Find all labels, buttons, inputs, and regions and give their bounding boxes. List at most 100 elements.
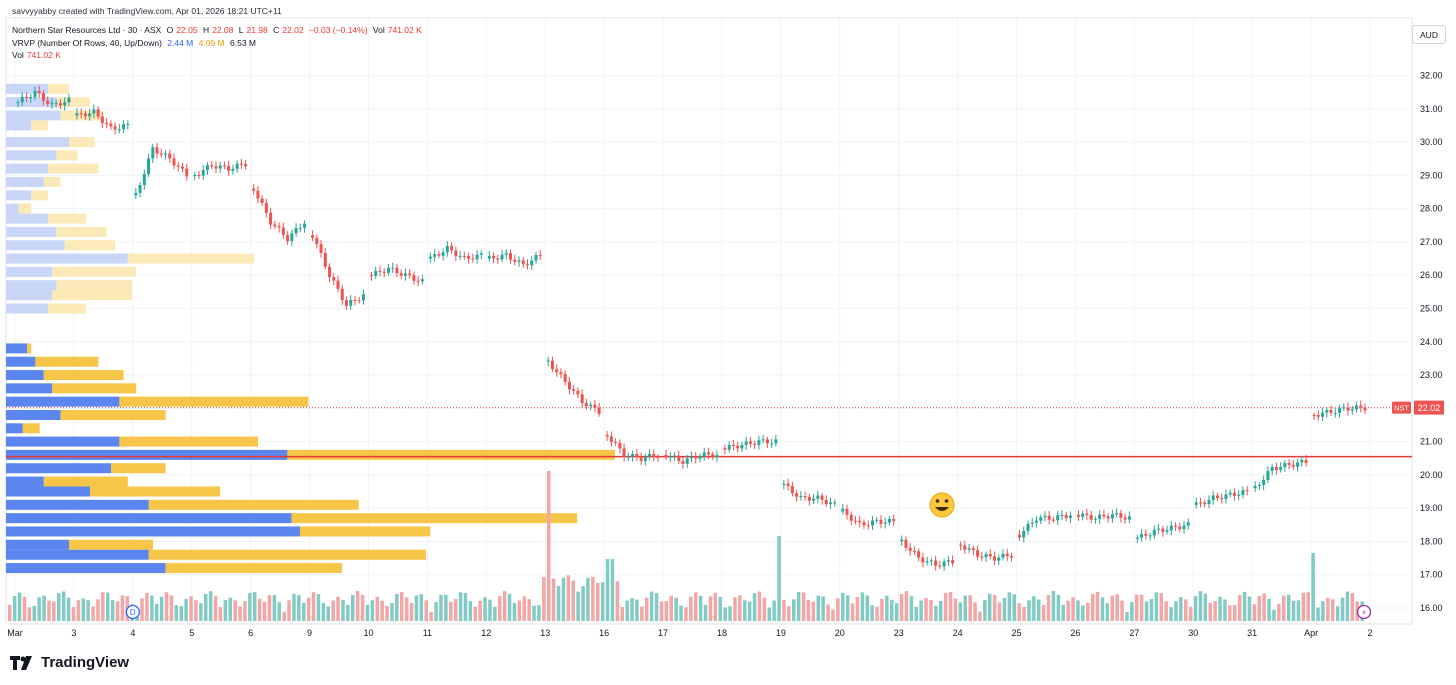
volume-bar (424, 600, 428, 621)
volume-bar (434, 602, 438, 621)
candle-body (912, 550, 916, 552)
volume-bar (326, 606, 330, 621)
candle-body (1257, 484, 1261, 486)
candle-body (765, 439, 769, 444)
y-tick-label: 16.00 (1420, 603, 1443, 613)
candle-body (685, 458, 689, 464)
candle-body (416, 280, 420, 282)
volume-bar (204, 593, 208, 621)
candle-body (420, 279, 424, 282)
candle-body (1018, 534, 1022, 538)
candle-body (967, 548, 971, 550)
candle-body (963, 545, 967, 550)
candle-body (921, 557, 925, 563)
candle-body (374, 270, 378, 276)
emoji-mouth (935, 507, 949, 511)
vp-down-bar (48, 303, 86, 314)
volume-bar (1125, 612, 1129, 621)
volume-bar (654, 593, 659, 621)
vp-down-bar (31, 120, 48, 131)
vrvp-legend: VRVP (Number Of Rows, 40, Up/Down) 2.44 … (12, 38, 257, 48)
vp-down-bar (90, 486, 221, 497)
x-tick-label: 12 (481, 628, 491, 638)
candle-body (122, 124, 126, 130)
volume-bar (777, 536, 781, 621)
earnings-marker-circle (1356, 604, 1372, 620)
volume-bar (953, 598, 958, 621)
volume-bar (963, 595, 967, 621)
volume-bar (610, 559, 615, 621)
volume-bar (870, 605, 874, 621)
candle-body (386, 267, 390, 273)
vp-up-bar (6, 409, 61, 420)
emoji-annotation (929, 492, 955, 518)
volume-bar (223, 600, 228, 621)
candle-body (702, 452, 706, 457)
vp-down-bar (56, 150, 78, 161)
candle-body (858, 520, 862, 523)
volume-bar (1252, 604, 1257, 621)
volume-bar (939, 601, 943, 621)
candle-body (1296, 462, 1300, 467)
tradingview-logo[interactable]: TradingView (10, 654, 129, 671)
volume-bar (674, 597, 678, 621)
candle-body (1279, 467, 1283, 470)
volume-bar (909, 596, 914, 621)
volume-bar (551, 578, 556, 621)
volume-bar (1277, 603, 1281, 621)
candle-body (336, 280, 340, 289)
candle-body (1287, 463, 1291, 466)
candle-body (580, 394, 584, 404)
volume-bar (390, 603, 394, 621)
volume-bar (488, 599, 492, 621)
candle-body (1005, 553, 1009, 556)
candle-body (294, 228, 298, 234)
volume-bar (1110, 595, 1114, 621)
candle-body (408, 273, 412, 276)
volume-bar (208, 591, 213, 621)
candle-body (900, 539, 904, 542)
candle-body (273, 224, 277, 227)
volume-bar (988, 593, 992, 621)
volume-bar (689, 596, 693, 621)
volume-bar (96, 599, 100, 621)
volume-bar (983, 600, 987, 621)
vp-up-bar (6, 137, 69, 148)
candle-body (770, 443, 774, 445)
emoji-eye (944, 499, 949, 503)
volume-bar (1115, 594, 1119, 621)
candle-body (879, 519, 883, 524)
volume-bar (997, 602, 1002, 621)
volume-bar (1061, 604, 1065, 621)
candle-body (205, 165, 209, 171)
x-tick-label: 20 (835, 628, 845, 638)
volume-bar (395, 593, 399, 621)
volume-bar (81, 598, 85, 621)
volume-bar (91, 606, 95, 621)
candle-body (866, 525, 870, 527)
volume-bar (429, 611, 433, 621)
candle-body (496, 258, 500, 260)
candle-body (75, 113, 79, 116)
candle-body (1283, 463, 1287, 468)
candle-body (147, 158, 151, 175)
volume-bar (664, 601, 669, 621)
volume-bar (1017, 603, 1021, 621)
session-candles (487, 249, 542, 271)
chart-credit: savvyyabby created with TradingView.com,… (12, 6, 282, 16)
candle-body (538, 255, 542, 257)
candle-body (1194, 502, 1198, 505)
vp-down-bar (52, 383, 137, 394)
currency-button[interactable]: AUD (1412, 25, 1446, 44)
candle-body (395, 267, 399, 274)
candle-body (37, 90, 41, 94)
volume-bar (978, 611, 982, 621)
candle-body (332, 277, 336, 281)
session-candles (723, 434, 778, 455)
y-tick-label: 30.00 (1420, 137, 1443, 147)
candle-body (92, 109, 96, 114)
candle-body (1081, 513, 1085, 517)
vp-down-bar (56, 280, 132, 291)
volume-bar (635, 599, 639, 621)
